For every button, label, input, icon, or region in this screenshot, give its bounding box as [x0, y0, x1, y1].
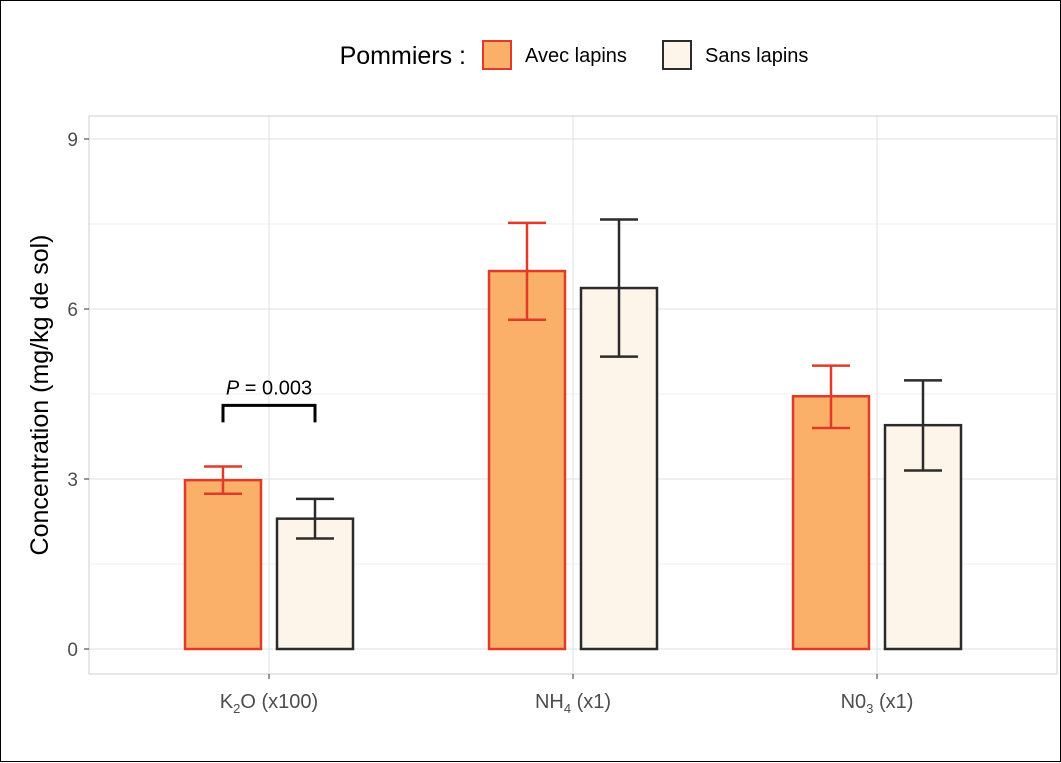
bar-sans-0 [275, 517, 355, 651]
y-tick-label: 9 [67, 130, 78, 151]
y-axis-title: Concentration (mg/kg de sol) [26, 235, 54, 556]
x-tick-label: K2O (x100) [220, 691, 318, 716]
legend-title: Pommiers : [340, 42, 466, 70]
legend-swatch-sans-lapins [662, 40, 692, 70]
x-tick-label: NH4 (x1) [535, 691, 611, 716]
bar-avec-0 [183, 478, 263, 651]
x-axis: K2O (x100) NH4 (x1) N03 (x1) [220, 674, 914, 716]
bar-avec-1 [487, 269, 567, 651]
significance-annotation: P = 0.003 [221, 377, 317, 423]
bars [183, 269, 963, 651]
y-tick-label: 0 [67, 640, 78, 661]
legend-swatch-avec-lapins [482, 40, 512, 70]
legend-label-sans-lapins: Sans lapins [705, 45, 808, 67]
y-tick-label: 6 [67, 300, 78, 321]
x-tick-label: N03 (x1) [841, 691, 914, 716]
y-tick-label: 3 [67, 470, 78, 491]
bar-avec-2 [791, 395, 871, 651]
y-axis: 0 3 6 9 [67, 130, 89, 661]
legend-label-avec-lapins: Avec lapins [525, 45, 627, 67]
legend: Pommiers : Avec lapins Sans lapins [340, 40, 808, 70]
p-value-label: P = 0.003 [226, 377, 312, 399]
significance-bracket [221, 403, 317, 423]
error-bars [204, 218, 942, 540]
